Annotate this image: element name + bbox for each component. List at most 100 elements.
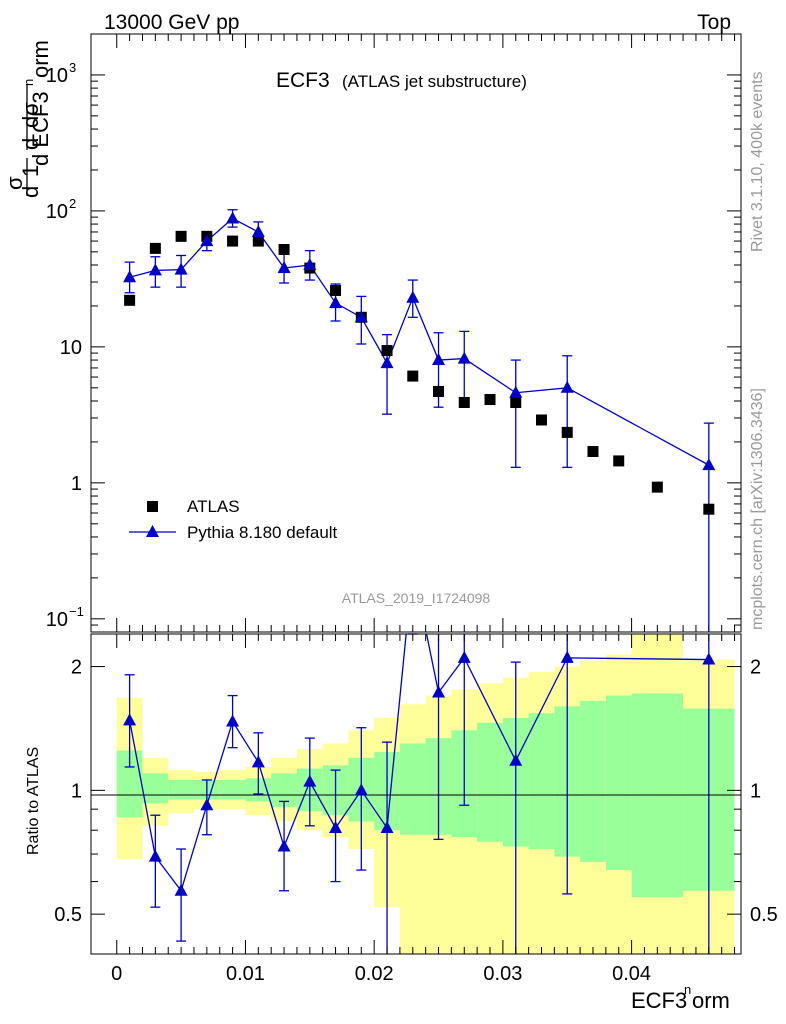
ratio-point [354,783,368,796]
top-y-tick-label: 10 [46,201,68,223]
mc-point [148,263,162,276]
atlas-point [613,455,625,467]
inner-band-bin [580,700,606,862]
ratio-y-axis-title: Ratio to ATLAS [25,747,42,855]
top-y-tick-exponent: 3 [69,60,76,75]
mc-point [457,351,471,364]
svg-text:d: d [18,138,43,150]
ratio-y-tick-label: 2 [71,657,82,679]
atlas-point [149,242,161,254]
atlas-point [227,235,239,247]
ratio-panel: 0.5 0.5 1 1 2 2 0 0.01 0.02 0.03 0.04 [54,633,778,985]
ratio-point [123,713,137,726]
atlas-point [587,446,599,458]
mc-point [560,380,574,393]
mc-point [329,296,343,309]
mc-series-line [129,217,710,466]
ratio-point [174,883,188,896]
ratio-y-tick-labels: 0.5 0.5 1 1 2 2 [54,657,778,927]
ratio-point [702,652,716,665]
top-y-tick-label: 10 [46,65,68,87]
atlas-point [252,235,264,247]
atlas-point [278,244,290,256]
ratio-point [509,753,523,766]
svg-text:d ECF3: d ECF3 [28,91,53,166]
atlas-point [510,396,522,408]
atlas-data-points [124,230,715,515]
ratio-point [226,714,240,727]
top-y-tick-exponent: 2 [69,196,76,211]
x-axis-title: ECF3 n orm [631,982,730,1013]
atlas-point [535,414,547,426]
ratio-y-tick-label: 0.5 [54,904,82,926]
mc-point [432,353,446,366]
ratio-point [251,755,265,768]
atlas-point [381,345,393,357]
mc-point [380,356,394,369]
svg-text:n: n [21,79,36,86]
ratio-uncertainty-bands [116,634,735,954]
ratio-point [277,839,291,852]
legend-mc-label: Pythia 8.180 default [187,523,338,542]
mc-data-points [123,211,716,471]
svg-text:σ: σ [2,176,27,190]
atlas-point [458,396,470,408]
ratio-panel-frame [90,633,742,955]
x-tick-label: 0.01 [226,963,265,985]
legend-atlas-marker [147,501,158,512]
ratio-y-tick-label: 1 [71,780,82,802]
inner-band-bin [219,779,246,800]
x-tick-labels: 0 0.01 0.02 0.03 0.04 [111,963,651,985]
legend-mc-marker [146,525,159,537]
x-tick-label: 0.04 [612,963,651,985]
top-y-axis-title: d 1 σ d dσ d ECF3 n orm [2,40,53,198]
svg-text:1: 1 [18,165,43,177]
header-left: 13000 GeV pp [104,11,239,34]
atlas-point [484,394,496,406]
mc-point [354,310,368,323]
x-tick-label: 0.02 [355,963,394,985]
ratio-point [432,685,446,698]
ratio-y-tick-label-right: 2 [750,657,761,679]
chart-subtitle: (ATLAS jet substructure) [342,72,527,91]
rivet-label: Rivet 3.1.10, 400k events [749,71,766,252]
main-title: ECF3 (ATLAS jet substructure) [276,69,527,92]
ratio-panel-ticks [91,634,741,955]
mc-point [277,261,291,274]
ratio-point [380,820,394,833]
x-tick-label: 0.03 [483,963,522,985]
ratio-point [457,650,471,663]
inner-band-bin [399,743,426,835]
mc-point [226,211,240,224]
top-panel-ticks [91,33,741,633]
atlas-point [703,503,715,515]
atlas-point [651,481,663,493]
inner-band-bin [168,779,194,800]
mc-point [174,262,188,275]
top-y-tick-label: 1 [71,473,82,495]
ratio-point [329,820,343,833]
atlas-point [561,426,573,438]
top-panel-frame [90,33,742,633]
ratio-point [148,849,162,862]
svg-text:orm: orm [28,40,53,78]
header-right: Top [697,11,731,34]
top-y-tick-exponent: −1 [69,604,84,619]
mc-point [123,270,137,283]
legend-atlas-label: ATLAS [187,497,240,516]
ratio-error-bars [124,633,710,954]
svg-text:n: n [684,982,691,997]
ratio-point [200,798,214,811]
mc-point [509,385,523,398]
svg-text:orm: orm [692,988,730,1013]
inner-band-bin [477,722,503,842]
ratio-data-points [123,650,716,896]
atlas-point [175,230,187,242]
svg-text:d: d [18,186,43,198]
inner-band-bin [142,773,169,804]
ratio-y-tick-label-right: 0.5 [750,904,778,926]
atlas-point [407,370,419,382]
mc-point [251,224,265,237]
